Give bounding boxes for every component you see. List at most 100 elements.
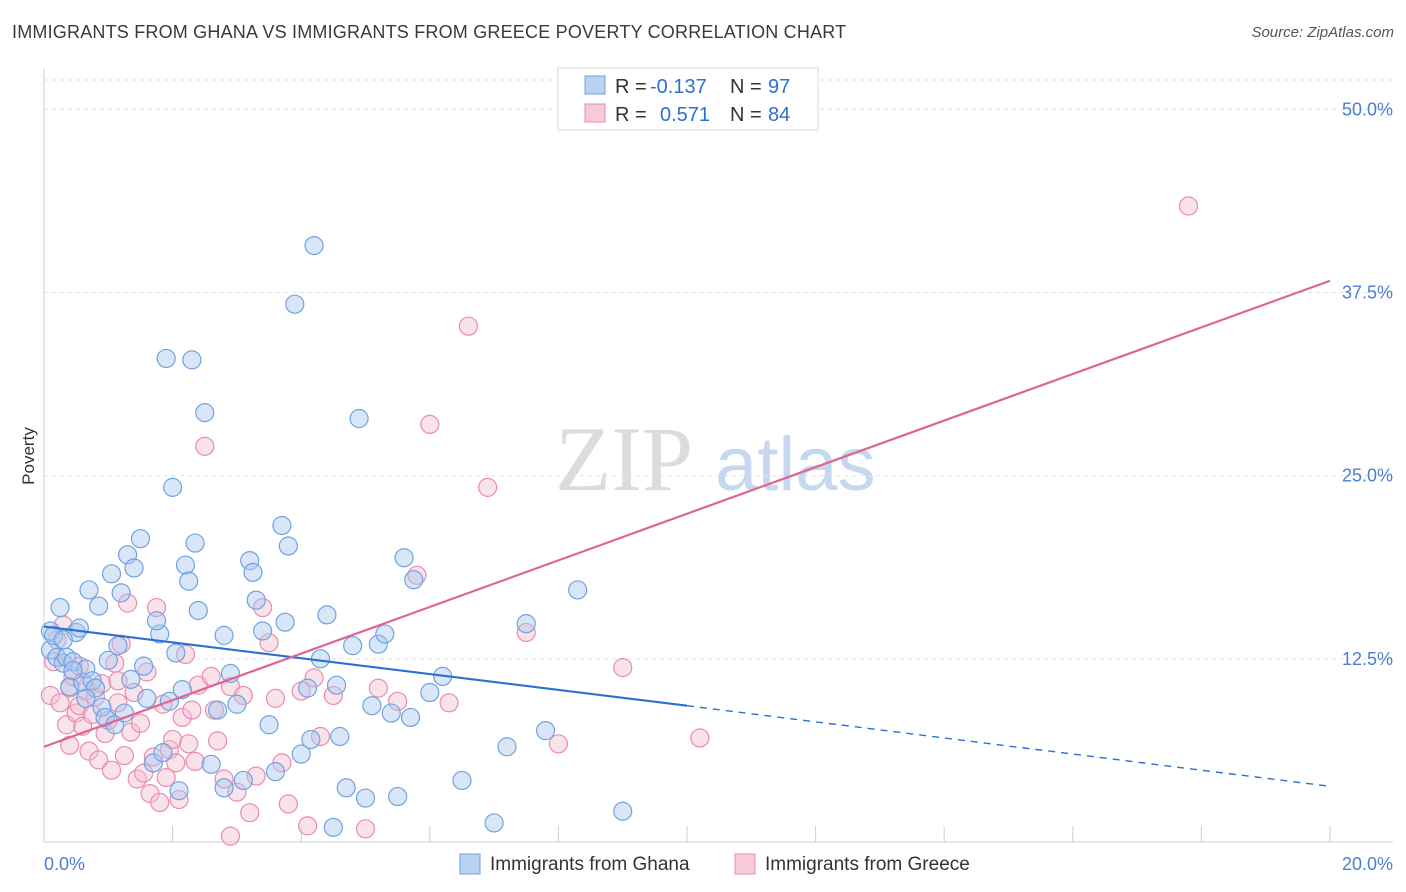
ghana-point bbox=[166, 643, 186, 663]
stats-legend: R = -0.137 N = 97 R = 0.571 N = 84 bbox=[557, 67, 819, 131]
ghana-point bbox=[535, 721, 556, 741]
ghana-point bbox=[111, 583, 131, 603]
chart-title: IMMIGRANTS FROM GHANA VS IMMIGRANTS FROM… bbox=[12, 22, 847, 42]
greece-point bbox=[420, 414, 440, 434]
ghana-point bbox=[394, 548, 414, 568]
greece-points bbox=[40, 196, 1199, 846]
ghana-point bbox=[265, 762, 286, 782]
ghana-point bbox=[240, 551, 260, 571]
ghana-point bbox=[89, 596, 109, 616]
legend-greece-r-label: R = bbox=[615, 104, 647, 126]
watermark-zip: ZIP bbox=[555, 408, 693, 510]
greece-point bbox=[298, 816, 318, 836]
ghana-point bbox=[214, 778, 234, 798]
greece-point bbox=[163, 729, 183, 750]
legend-ghana-n-value: 97 bbox=[768, 76, 790, 98]
greece-point bbox=[195, 436, 215, 456]
greece-point bbox=[114, 745, 134, 766]
greece-trendline bbox=[43, 279, 1331, 748]
ghana-point bbox=[175, 555, 196, 575]
axes bbox=[43, 68, 1393, 843]
ghana-point bbox=[108, 636, 128, 656]
ghana-point bbox=[304, 235, 324, 256]
ghana-point bbox=[613, 801, 633, 821]
ghana-point bbox=[137, 688, 157, 708]
legend-greece-r-value: 0.571 bbox=[660, 104, 710, 126]
ghana-point bbox=[381, 703, 401, 723]
greece-point bbox=[156, 767, 176, 788]
y-tick-labels: 12.5% 25.0% 37.5% 50.0% bbox=[1342, 99, 1393, 669]
ghana-point bbox=[146, 611, 167, 631]
ghana-point bbox=[130, 529, 151, 549]
greece-point bbox=[227, 782, 247, 802]
ghana-point bbox=[156, 348, 176, 369]
greece-point bbox=[388, 691, 408, 711]
greece-point bbox=[304, 668, 324, 688]
greece-point bbox=[240, 803, 260, 823]
ghana-point bbox=[298, 678, 318, 698]
greece-point bbox=[478, 477, 498, 497]
ghana-trendline bbox=[43, 625, 688, 707]
greece-point bbox=[265, 688, 286, 708]
y-tick-label-1: 25.0% bbox=[1342, 466, 1393, 486]
ghana-point bbox=[60, 677, 80, 697]
x-tick-min: 0.0% bbox=[44, 854, 85, 874]
greece-point bbox=[185, 751, 205, 772]
ghana-point bbox=[163, 477, 183, 497]
greece-point bbox=[146, 597, 167, 618]
greece-point bbox=[179, 734, 199, 754]
ghana-point bbox=[259, 715, 279, 735]
ghana-point bbox=[134, 656, 154, 676]
y-tick-label-3: 50.0% bbox=[1342, 99, 1393, 119]
y-axis-label: Poverty bbox=[19, 427, 38, 485]
legend-swatch-greece bbox=[584, 103, 606, 123]
greece-point bbox=[130, 713, 151, 733]
ghana-point bbox=[50, 597, 70, 618]
greece-point bbox=[137, 662, 157, 682]
ghana-point bbox=[388, 786, 408, 807]
ghana-point bbox=[114, 703, 134, 723]
legend-ghana-r-label: R = bbox=[615, 76, 647, 98]
greece-point bbox=[182, 700, 202, 720]
ghana-point bbox=[420, 682, 440, 703]
greece-point bbox=[278, 794, 298, 814]
ghana-point bbox=[368, 634, 388, 654]
greece-point bbox=[175, 644, 196, 665]
ghana-point bbox=[362, 696, 382, 716]
greece-point bbox=[259, 633, 279, 653]
greece-point bbox=[253, 597, 273, 618]
legend-greece-n-label: N = bbox=[730, 104, 762, 126]
ghana-point bbox=[516, 614, 536, 634]
ghana-point bbox=[272, 515, 292, 536]
ghana-point bbox=[243, 562, 263, 582]
ghana-point bbox=[143, 753, 163, 773]
ghana-point bbox=[182, 350, 202, 370]
bottom-legend-ghana: Immigrants from Ghana bbox=[490, 854, 690, 875]
ghana-point bbox=[484, 813, 504, 833]
ghana-point bbox=[53, 630, 73, 650]
ghana-point bbox=[44, 625, 64, 645]
ghana-point bbox=[246, 590, 266, 610]
ghana-point bbox=[349, 408, 369, 429]
ghana-trendline-extension bbox=[686, 705, 1331, 788]
ghana-point bbox=[101, 564, 122, 584]
greece-point bbox=[613, 658, 633, 678]
ghana-point bbox=[214, 625, 234, 645]
bottom-swatch-ghana bbox=[459, 853, 481, 875]
greece-point bbox=[355, 819, 376, 839]
ghana-point bbox=[568, 580, 588, 600]
greece-point bbox=[150, 792, 170, 813]
greece-point bbox=[220, 826, 241, 846]
ghana-point bbox=[153, 743, 173, 763]
ghana-point bbox=[40, 640, 61, 660]
greece-point bbox=[108, 693, 128, 713]
greece-point bbox=[89, 750, 109, 770]
greece-point bbox=[117, 593, 138, 613]
ghana-point bbox=[355, 788, 376, 808]
ghana-point bbox=[69, 618, 89, 638]
ghana-point bbox=[53, 653, 73, 673]
ghana-point bbox=[79, 580, 99, 600]
ghana-point bbox=[452, 770, 472, 791]
legend-ghana-r-value: -0.137 bbox=[650, 76, 707, 98]
